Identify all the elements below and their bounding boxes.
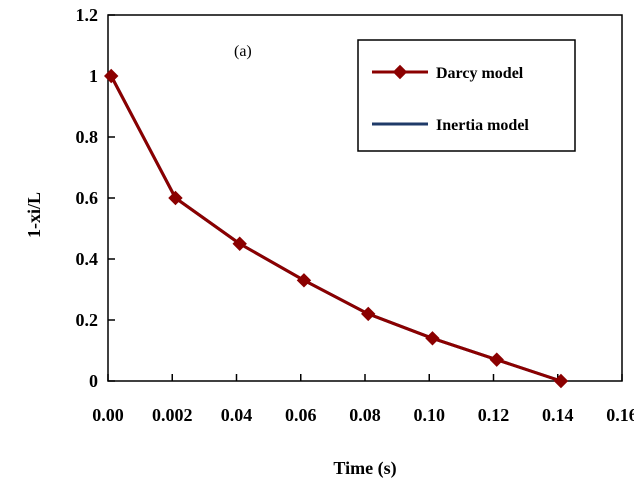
y-tick-label: 1 [89,66,98,86]
y-tick-label: 0.2 [76,310,99,330]
y-axis-title: 1-xi/L [24,192,44,238]
x-tick-label: 0.12 [478,405,510,425]
x-tick-label: 0.00 [92,405,124,425]
x-tick-label: 0.06 [285,405,317,425]
data-point [296,273,312,288]
x-tick-label: 0.002 [152,405,193,425]
x-tick-label: 0.08 [349,405,381,425]
annotation-label: (a) [234,43,252,60]
x-tick-label: 0.14 [542,405,574,425]
y-tick-label: 0.8 [76,127,99,147]
legend-label-inertia: Inertia model [436,117,529,134]
data-point [489,352,504,367]
y-axis-ticks: 0 0.2 0.4 0.6 0.8 1 1.2 [76,5,115,391]
legend: Darcy model Inertia model [357,39,576,152]
data-point [168,190,183,206]
legend-box [357,39,576,152]
x-tick-label: 0.04 [221,405,253,425]
x-tick-label: 0.10 [414,405,446,425]
data-point [553,373,569,389]
y-tick-label: 0.4 [76,249,99,269]
y-tick-label: 0.6 [76,188,99,208]
data-point [361,306,376,322]
x-axis-ticks: 0.00 0.002 0.04 0.06 0.08 0.10 0.12 0.14 0.16 [92,374,634,425]
x-tick-label: 0.16 [606,405,634,425]
y-tick-label: 0 [89,371,98,391]
series-line-0 [109,75,562,383]
data-point [104,68,119,84]
series-layer [104,68,569,389]
y-tick-label: 1.2 [76,5,99,25]
legend-label-darcy: Darcy model [436,65,524,82]
data-point [232,236,247,251]
x-axis-title: Time (s) [333,458,396,479]
legend-marker-darcy [392,64,408,80]
data-point [425,331,440,346]
